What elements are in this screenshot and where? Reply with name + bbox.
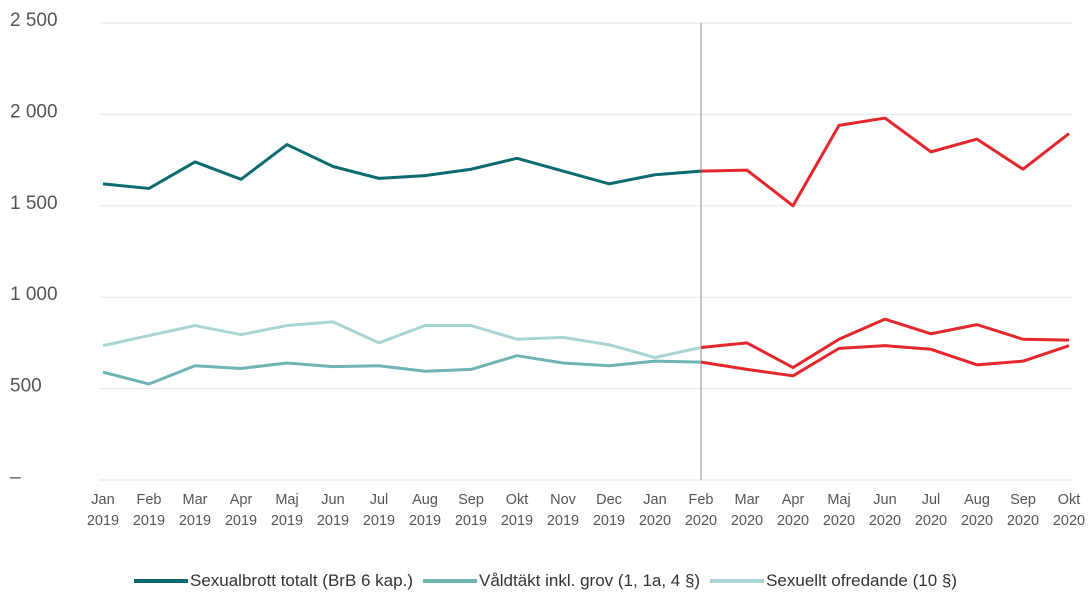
x-tick-label: Okt 2020 — [1052, 492, 1086, 529]
y-tick-label: 1 500 — [10, 193, 58, 214]
legend: Sexualbrott totalt (BrB 6 kap.) Våldtäkt … — [0, 571, 1091, 591]
y-tick-label: 2 000 — [10, 101, 58, 122]
x-tick-label: Sep 2020 — [1006, 492, 1040, 529]
x-tick-label: Jan 2019 — [86, 492, 120, 529]
series-line — [700, 344, 1070, 378]
legend-label: Våldtäkt inkl. grov (1, 1a, 4 §) — [478, 571, 701, 590]
legend-swatch — [133, 579, 188, 583]
x-tick-label: Nov 2019 — [546, 492, 580, 529]
x-tick-label: Mar 2019 — [178, 492, 212, 529]
legend-item: Sexualbrott totalt (BrB 6 kap.) — [133, 571, 413, 591]
x-tick-label: Jun 2019 — [316, 492, 350, 529]
x-tick-label: Aug 2019 — [408, 492, 442, 529]
x-tick-label: Jul 2020 — [914, 492, 948, 529]
y-tick-label: 2 500 — [10, 10, 58, 31]
x-tick-label: Apr 2019 — [224, 492, 258, 529]
x-tick-label: Maj 2019 — [270, 492, 304, 529]
y-tick-label: 500 — [10, 376, 42, 397]
x-tick-label: Feb 2019 — [132, 492, 166, 529]
series-line — [102, 354, 702, 386]
y-tick-label: – — [10, 467, 21, 488]
x-tick-label: Jul 2019 — [362, 492, 396, 529]
x-tick-label: Jan 2020 — [638, 492, 672, 529]
legend-swatch — [422, 579, 477, 583]
legend-label: Sexuellt ofredande (10 §) — [766, 571, 957, 590]
legend-label: Sexualbrott totalt (BrB 6 kap.) — [189, 571, 413, 590]
series-line — [102, 320, 702, 360]
legend-item: Våldtäkt inkl. grov (1, 1a, 4 §) — [422, 571, 701, 591]
legend-swatch — [710, 579, 765, 583]
x-tick-label: Maj 2020 — [822, 492, 856, 529]
x-tick-label: Okt 2019 — [500, 492, 534, 529]
x-tick-label: Apr 2020 — [776, 492, 810, 529]
series-line — [700, 116, 1070, 208]
x-tick-label: Jun 2020 — [868, 492, 902, 529]
series-line — [102, 143, 702, 190]
x-tick-label: Feb 2020 — [684, 492, 718, 529]
x-tick-label: Aug 2020 — [960, 492, 994, 529]
x-tick-label: Sep 2019 — [454, 492, 488, 529]
x-tick-label: Mar 2020 — [730, 492, 764, 529]
series-line — [700, 317, 1070, 370]
x-tick-label: Dec 2019 — [592, 492, 626, 529]
legend-item: Sexuellt ofredande (10 §) — [710, 571, 957, 591]
y-tick-label: 1 000 — [10, 284, 58, 305]
